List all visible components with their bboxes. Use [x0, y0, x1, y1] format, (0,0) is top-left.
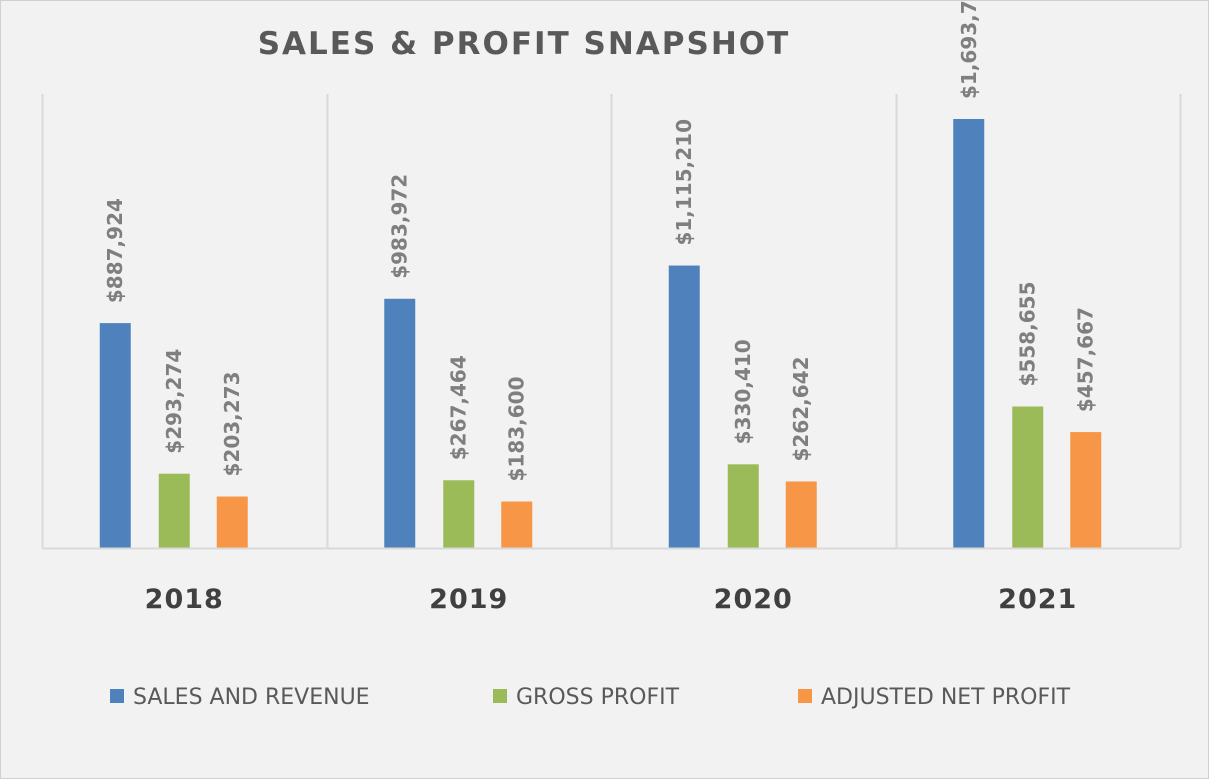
data-label-group: $887,924 $293,274 $203,273 $983,972 $267,464… — [103, 1, 1098, 481]
legend-swatch-sales-and-revenue — [110, 689, 124, 703]
legend-swatch-gross-profit — [493, 689, 507, 703]
category-label-2019: 2019 — [429, 584, 508, 615]
data-label: $457,667 — [1074, 307, 1098, 412]
category-label-2021: 2021 — [998, 584, 1077, 615]
bar-gross-profit-2019 — [443, 480, 475, 548]
legend-swatch-adjusted-net-profit — [798, 689, 812, 703]
legend-label: ADJUSTED NET PROFIT — [821, 685, 1071, 710]
data-label: $1,115,210 — [672, 119, 696, 246]
data-label: $1,693,792 — [957, 1, 981, 99]
bar-sales-and-revenue-2019 — [384, 298, 416, 548]
data-label: $330,410 — [731, 339, 755, 444]
category-separators — [41, 94, 1182, 548]
bar-gross-profit-2021 — [1012, 406, 1044, 548]
data-label: $887,924 — [103, 198, 127, 303]
bar-sales-and-revenue-2018 — [99, 323, 131, 548]
category-label-2020: 2020 — [714, 584, 793, 615]
data-label: $558,655 — [1016, 281, 1040, 386]
bar-adjusted-net-profit-2021 — [1070, 432, 1102, 548]
bar-sales-and-revenue-2020 — [668, 265, 700, 548]
data-label: $262,642 — [789, 356, 813, 461]
legend-label: SALES AND REVENUE — [133, 685, 370, 710]
data-label: $183,600 — [505, 376, 529, 481]
data-label: $267,464 — [447, 355, 471, 460]
data-label: $983,972 — [388, 174, 412, 279]
bar-adjusted-net-profit-2020 — [785, 481, 817, 548]
category-label-group: 2018 2019 2020 2021 — [145, 584, 1077, 615]
legend: SALES AND REVENUE GROSS PROFIT ADJUSTED NE… — [110, 685, 1071, 710]
legend-label: GROSS PROFIT — [516, 685, 680, 710]
category-label-2018: 2018 — [145, 584, 224, 615]
bar-gross-profit-2018 — [158, 473, 190, 548]
bar-adjusted-net-profit-2019 — [501, 501, 533, 548]
bar-gross-profit-2020 — [727, 464, 759, 548]
chart-title: SALES & PROFIT SNAPSHOT — [258, 26, 791, 62]
bar-group — [99, 119, 1102, 548]
bar-sales-and-revenue-2021 — [953, 119, 985, 548]
bar-adjusted-net-profit-2018 — [216, 496, 248, 548]
data-label: $293,274 — [162, 349, 186, 454]
data-label: $203,273 — [220, 371, 244, 476]
